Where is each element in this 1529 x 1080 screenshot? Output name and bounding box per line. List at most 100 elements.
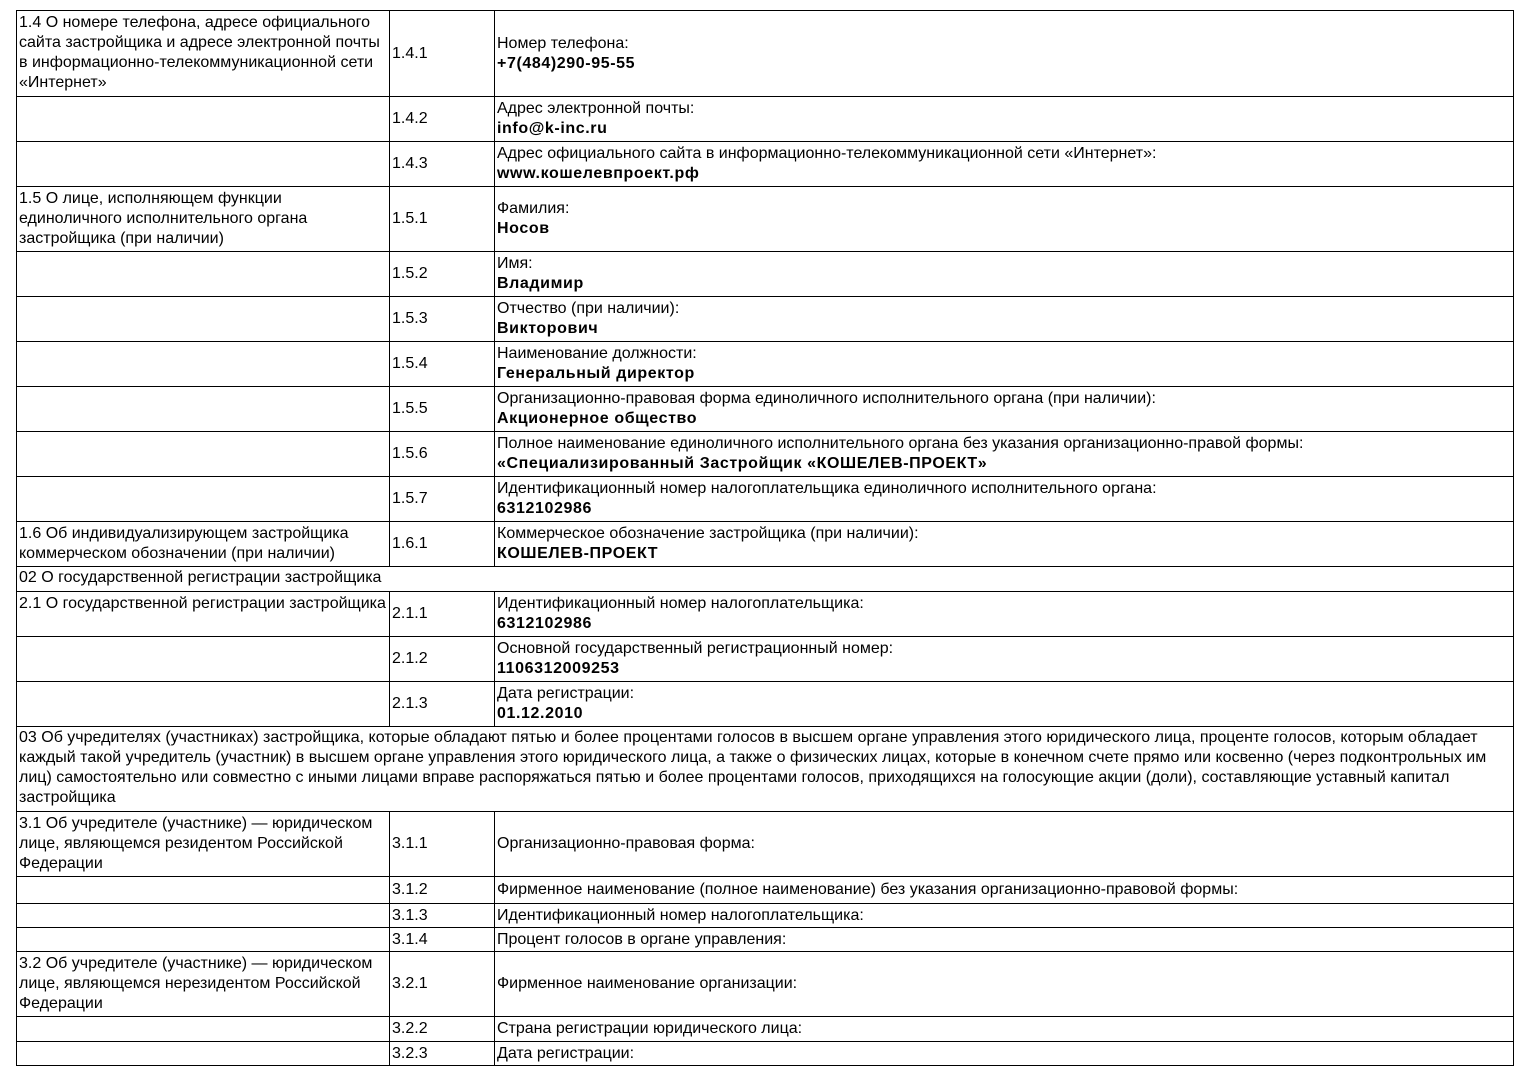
- item-cell: Основной государственный регистрационный…: [494, 636, 1514, 682]
- item-cell: Адрес официального сайта в информационно…: [494, 141, 1514, 187]
- item-code: 3.1.2: [389, 876, 495, 904]
- item-code: 3.2.2: [389, 1016, 495, 1042]
- item-code: 1.5.4: [389, 341, 495, 387]
- section-title-cell: [16, 927, 390, 952]
- item-value: «Специализированный Застройщик «КОШЕЛЕВ-…: [497, 455, 988, 472]
- item-label: Организационно-правовая форма единолично…: [497, 390, 1156, 407]
- section-title-cell: [16, 1016, 390, 1042]
- item-code: 2.1.3: [389, 681, 495, 727]
- table-row: 2.1.3 Дата регистрации: 01.12.2010: [16, 681, 1514, 727]
- item-label: Страна регистрации юридического лица:: [497, 1020, 803, 1037]
- item-code: 2.1.1: [389, 591, 495, 637]
- item-label: Адрес электронной почты:: [497, 100, 695, 117]
- section-title-cell: [16, 681, 390, 727]
- table-row: 3.2.2 Страна регистрации юридического лиц…: [16, 1016, 1514, 1042]
- section-title-cell: 3.2 Об учредителе (участнике) — юридичес…: [16, 951, 390, 1017]
- table-row: 1.5.6 Полное наименование единоличного ис…: [16, 431, 1514, 477]
- section-title-cell: 1.4 О номере телефона, адресе официально…: [16, 10, 390, 97]
- table-row: 3.1.4 Процент голосов в органе управления…: [16, 927, 1514, 952]
- table-row: 1.4 О номере телефона, адресе официально…: [16, 10, 1514, 97]
- item-cell: Наименование должности: Генеральный дирек…: [494, 341, 1514, 387]
- item-label: Идентификационный номер налогоплательщик…: [497, 906, 864, 924]
- section-header-row: 02 О государственной регистрации застрой…: [16, 566, 1514, 592]
- item-code: 1.4.2: [389, 96, 495, 142]
- table-row: 1.5 О лице, исполняющем функции единолич…: [16, 186, 1514, 252]
- table-row: 3.1.2 Фирменное наименование (полное наим…: [16, 876, 1514, 904]
- item-cell: Организационно-правовая форма:: [494, 811, 1514, 877]
- table-row: 1.5.2 Имя: Владимир: [16, 251, 1514, 297]
- section-header: 02 О государственной регистрации застрой…: [16, 566, 1514, 592]
- section-title-cell: [16, 1041, 390, 1066]
- item-label: Адрес официального сайта в информационно…: [497, 145, 1157, 162]
- item-value: +7(484)290-95-55: [497, 54, 636, 72]
- section-title-cell: 1.6 Об индивидуализирующем застройщика к…: [16, 521, 390, 567]
- item-cell: Адрес электронной почты: info@k-inc.ru: [494, 96, 1514, 142]
- item-cell: Страна регистрации юридического лица:: [494, 1016, 1514, 1042]
- table-row: 1.4.3 Адрес официального сайта в информац…: [16, 141, 1514, 187]
- item-cell: Номер телефона: +7(484)290-95-55: [494, 10, 1514, 97]
- item-label: Имя:: [497, 255, 533, 272]
- item-cell: Процент голосов в органе управления:: [494, 927, 1514, 952]
- item-label: Фирменное наименование (полное наименова…: [497, 881, 1239, 898]
- item-code: 1.4.1: [389, 10, 495, 97]
- item-cell: Фирменное наименование организации:: [494, 951, 1514, 1017]
- section-title-cell: [16, 296, 390, 342]
- item-value: 1106312009253: [497, 660, 620, 677]
- section-title-cell: [16, 141, 390, 187]
- item-label: Номер телефона:: [497, 34, 629, 52]
- item-code: 3.2.3: [389, 1041, 495, 1066]
- item-label: Основной государственный регистрационный…: [497, 640, 894, 657]
- item-code: 3.1.4: [389, 927, 495, 952]
- item-value: КОШЕЛЕВ-ПРОЕКТ: [497, 545, 659, 562]
- section-title-cell: 1.5 О лице, исполняющем функции единолич…: [16, 186, 390, 252]
- section-title-cell: [16, 903, 390, 928]
- item-value: 01.12.2010: [497, 705, 584, 722]
- item-code: 3.1.1: [389, 811, 495, 877]
- item-cell: Дата регистрации: 01.12.2010: [494, 681, 1514, 727]
- item-cell: Идентификационный номер налогоплательщик…: [494, 476, 1514, 522]
- item-label: Дата регистрации:: [497, 685, 635, 702]
- table-row: 2.1 О государственной регистрации застро…: [16, 591, 1514, 637]
- table-row: 3.1.3 Идентификационный номер налогоплате…: [16, 903, 1514, 928]
- item-value: www.кошелевпроект.рф: [497, 165, 700, 182]
- item-label: Идентификационный номер налогоплательщик…: [497, 480, 1157, 497]
- item-code: 1.5.6: [389, 431, 495, 477]
- item-label: Организационно-правовая форма:: [497, 835, 755, 852]
- item-code: 1.5.3: [389, 296, 495, 342]
- item-value: Носов: [497, 220, 550, 237]
- item-label: Фирменное наименование организации:: [497, 975, 798, 992]
- table-row: 2.1.2 Основной государственный регистраци…: [16, 636, 1514, 682]
- item-code: 1.5.2: [389, 251, 495, 297]
- table-row: 1.4.2 Адрес электронной почты: info@k-inc.…: [16, 96, 1514, 142]
- section-title-cell: [16, 636, 390, 682]
- section-title-cell: 3.1 Об учредителе (участнике) — юридичес…: [16, 811, 390, 877]
- item-cell: Организационно-правовая форма единолично…: [494, 386, 1514, 432]
- developer-info-table: 1.4 О номере телефона, адресе официально…: [16, 10, 1514, 1066]
- section-title-cell: [16, 251, 390, 297]
- section-header-row: 03 Об учредителях (участниках) застройщи…: [16, 726, 1514, 812]
- item-cell: Имя: Владимир: [494, 251, 1514, 297]
- section-title-cell: [16, 96, 390, 142]
- item-label: Идентификационный номер налогоплательщик…: [497, 595, 864, 612]
- item-label: Полное наименование единоличного исполни…: [497, 435, 1304, 452]
- item-value: Владимир: [497, 275, 584, 292]
- item-cell: Коммерческое обозначение застройщика (пр…: [494, 521, 1514, 567]
- table-row: 3.2.3 Дата регистрации:: [16, 1041, 1514, 1066]
- item-code: 1.5.5: [389, 386, 495, 432]
- item-code: 1.5.1: [389, 186, 495, 252]
- item-label: Отчество (при наличии):: [497, 300, 680, 317]
- section-title-cell: [16, 876, 390, 904]
- item-value: Викторович: [497, 320, 599, 337]
- item-value: 6312102986: [497, 615, 592, 632]
- section-title-cell: [16, 386, 390, 432]
- table-row: 1.5.7 Идентификационный номер налогоплате…: [16, 476, 1514, 522]
- section-title-cell: 2.1 О государственной регистрации застро…: [16, 591, 390, 637]
- item-label: Процент голосов в органе управления:: [497, 930, 787, 948]
- item-cell: Дата регистрации:: [494, 1041, 1514, 1066]
- item-code: 1.4.3: [389, 141, 495, 187]
- item-code: 1.6.1: [389, 521, 495, 567]
- item-cell: Полное наименование единоличного исполни…: [494, 431, 1514, 477]
- section-title-cell: [16, 431, 390, 477]
- table-row: 1.5.3 Отчество (при наличии): Викторович: [16, 296, 1514, 342]
- section-title-cell: [16, 476, 390, 522]
